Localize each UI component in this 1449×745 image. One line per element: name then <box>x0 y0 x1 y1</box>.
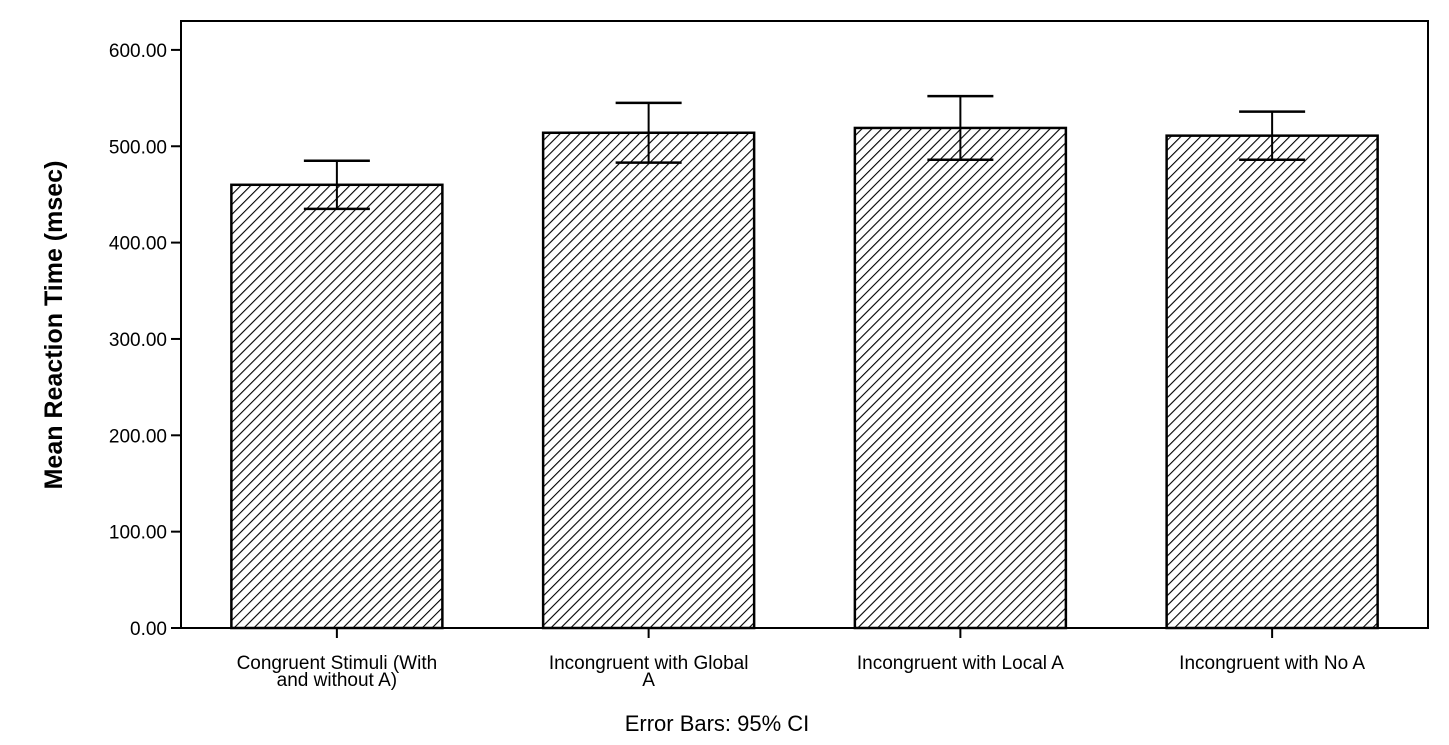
plot-frame <box>180 20 1429 629</box>
bar <box>230 183 444 630</box>
y-tick-label: 0.00 <box>130 619 167 640</box>
x-tick-label: Incongruent with Local A <box>857 653 1064 674</box>
error-bars <box>303 94 1306 211</box>
error-bars-footnote: Error Bars: 95% CI <box>625 711 810 736</box>
bar <box>1165 134 1379 630</box>
x-tick-label: and without A) <box>277 670 397 691</box>
x-tick-label: Incongruent with Global <box>549 653 749 674</box>
y-tick-label: 200.00 <box>109 426 167 447</box>
y-tick-label: 300.00 <box>109 330 167 351</box>
y-tick-label: 500.00 <box>109 137 167 158</box>
x-tick-label: A <box>642 670 655 691</box>
y-axis-title: Mean Reaction Time (msec) <box>40 161 68 490</box>
bars <box>230 126 1379 630</box>
x-tick-label: Congruent Stimuli (With <box>237 653 438 674</box>
bar <box>541 131 756 630</box>
bar <box>853 126 1068 630</box>
y-tick-label: 400.00 <box>109 234 167 255</box>
y-tick-label: 600.00 <box>109 41 167 62</box>
x-tick-label: Incongruent with No A <box>1179 653 1365 674</box>
y-axis: 0.00 100.00 200.00 300.00 400.00 500.00 600.00 <box>109 41 181 640</box>
y-tick-label: 100.00 <box>109 523 167 544</box>
